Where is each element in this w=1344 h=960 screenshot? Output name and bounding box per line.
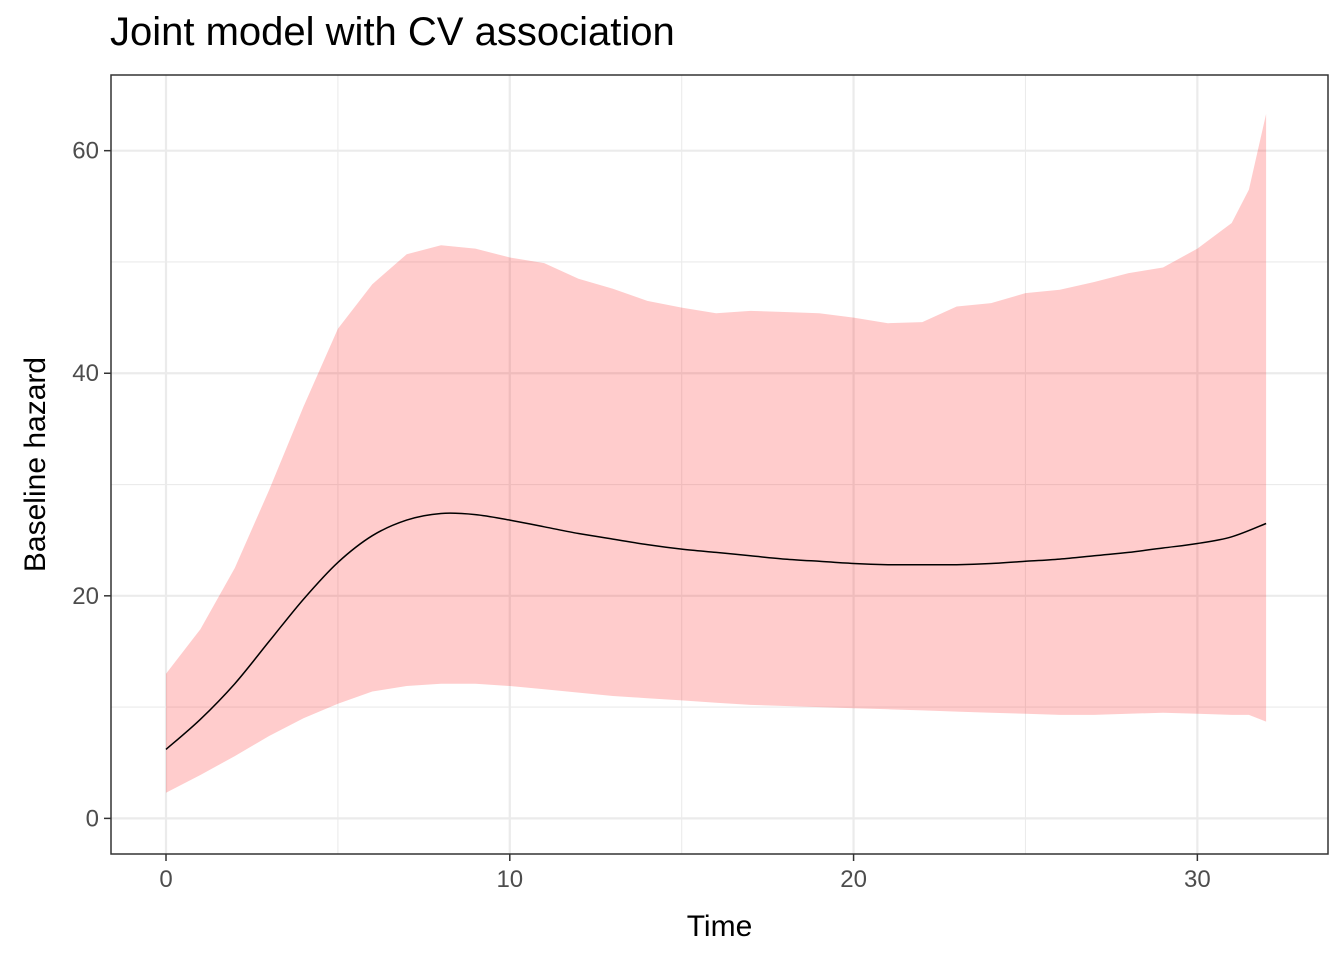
x-axis-title: Time [687,910,753,943]
y-tick-label: 0 [86,805,99,832]
grid-layer [111,75,1328,854]
x-tick-label: 10 [496,866,523,893]
tick-layer: 0 10 20 30 0 20 40 60 [72,138,1210,893]
x-tick-label: 0 [159,866,172,893]
hazard-line [165,512,1267,750]
y-tick-label: 20 [72,583,99,610]
y-tick-label: 60 [72,138,99,165]
x-tick-label: 30 [1184,866,1211,893]
y-axis-title: Baseline hazard [19,357,52,572]
x-tick-label: 20 [840,866,867,893]
y-tick-label: 40 [72,360,99,387]
panel-border [110,74,1329,855]
confidence-ribbon [166,114,1267,793]
chart-title: Joint model with CV association [110,10,675,54]
